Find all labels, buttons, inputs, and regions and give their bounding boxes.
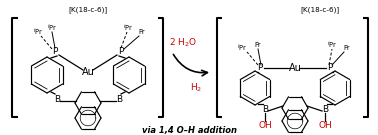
Text: P: P: [257, 63, 263, 72]
Text: [K(18-c-6)]: [K(18-c-6)]: [301, 7, 339, 13]
Text: B: B: [322, 104, 328, 114]
Text: Pr: Pr: [139, 29, 145, 35]
Text: $^i$Pr: $^i$Pr: [237, 42, 247, 54]
Text: $^i$Pr: $^i$Pr: [327, 39, 337, 51]
Text: P: P: [327, 63, 333, 72]
Text: via 1,4 O–H addition: via 1,4 O–H addition: [141, 126, 237, 135]
Text: OH: OH: [258, 122, 272, 131]
Text: P: P: [118, 48, 124, 57]
Text: Pr: Pr: [344, 45, 350, 51]
Text: Pr: Pr: [255, 42, 261, 48]
Text: P: P: [52, 48, 58, 57]
Text: 2 H$_2$O: 2 H$_2$O: [169, 37, 197, 49]
Text: H$_2$: H$_2$: [190, 82, 202, 94]
Text: Au: Au: [82, 67, 94, 77]
Text: $^i$Pr: $^i$Pr: [123, 22, 133, 34]
Text: B: B: [54, 94, 60, 104]
Text: Au: Au: [288, 63, 301, 73]
Text: $^i$Pr: $^i$Pr: [33, 26, 43, 38]
Text: $^i$Pr: $^i$Pr: [47, 22, 57, 34]
Text: [K(18-c-6)]: [K(18-c-6)]: [68, 7, 108, 13]
Text: B: B: [262, 104, 268, 114]
Text: B: B: [116, 94, 122, 104]
Text: OH: OH: [318, 122, 332, 131]
